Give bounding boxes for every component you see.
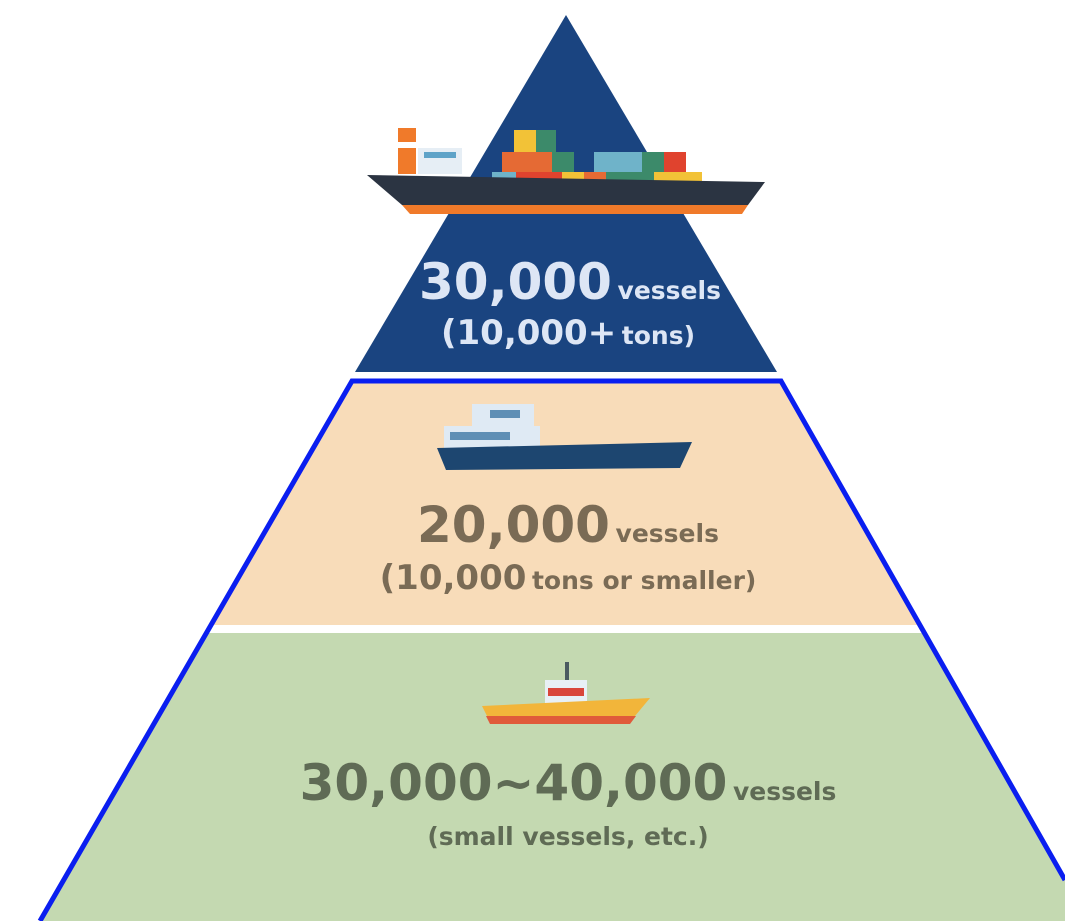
count: 30,000~40,000: [300, 754, 728, 812]
note: (small vessels, etc.): [427, 822, 708, 851]
unit: vessels: [733, 777, 836, 806]
tier-note-line: (small vessels, etc.): [427, 822, 708, 851]
note: (10,000: [380, 558, 527, 598]
pyramid-diagram: 30,000 vessels (10,000+ tons) 20,000 ves…: [0, 0, 1065, 921]
note: tons or smaller): [532, 566, 756, 595]
note: (10,000+: [441, 313, 616, 353]
unit: vessels: [616, 519, 719, 548]
unit: vessels: [618, 276, 721, 305]
page: {"tiers": [ {"count": "30,000", "unit": …: [0, 0, 1065, 921]
note: tons): [622, 321, 695, 350]
count: 30,000: [419, 253, 612, 311]
count: 20,000: [417, 496, 610, 554]
